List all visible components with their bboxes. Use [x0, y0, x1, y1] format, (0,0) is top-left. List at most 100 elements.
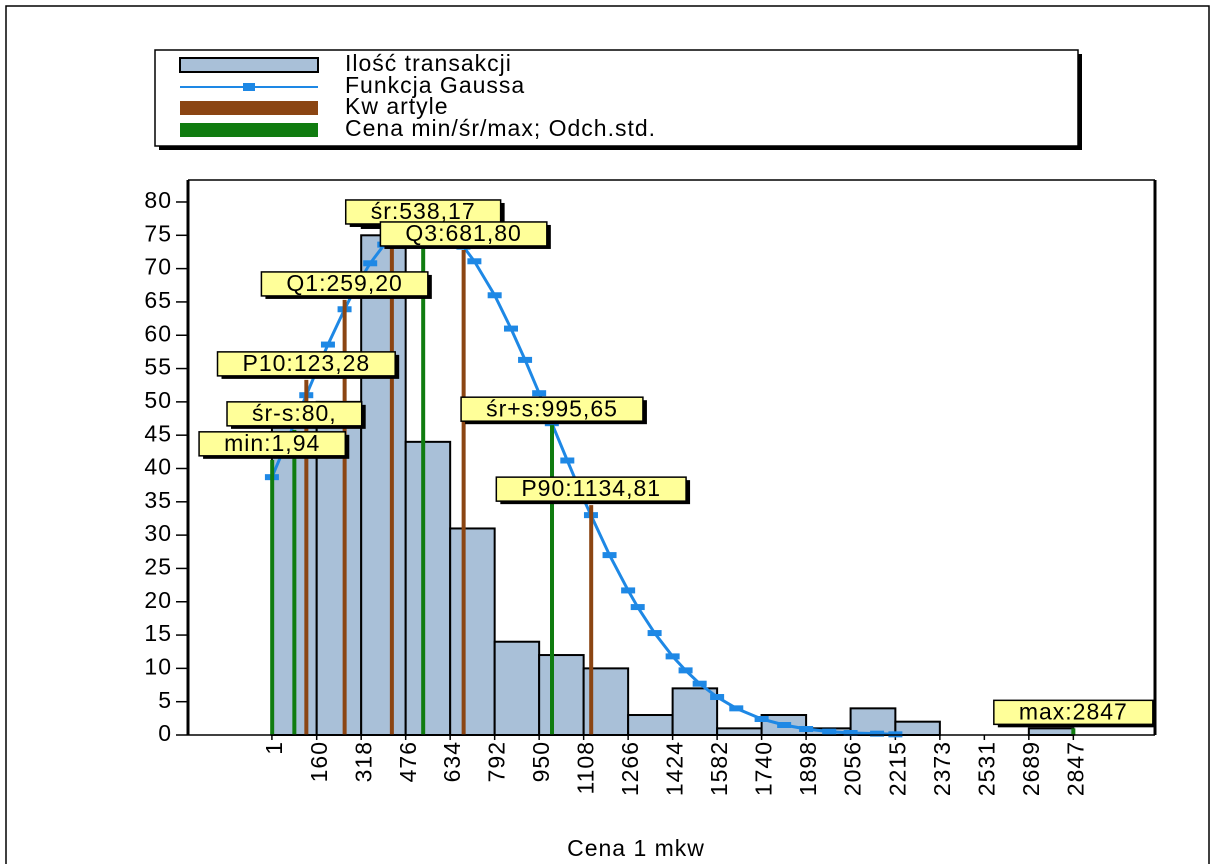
gauss-point: [630, 604, 645, 611]
gauss-point: [799, 726, 814, 733]
x-axis-title: Cena 1 mkw: [567, 835, 705, 861]
x-tick-label: 160: [306, 741, 332, 782]
y-tick-label: 30: [144, 520, 172, 546]
label-box: [198, 431, 347, 457]
frame: [5, 5, 1210, 864]
gauss-point: [692, 680, 707, 687]
marker-label-text: max:2847: [1019, 698, 1128, 724]
marker-label: śr+s:995,65: [460, 395, 647, 425]
marker-label-text: P10:123,28: [243, 350, 371, 376]
legend-swatch: [243, 83, 255, 91]
y-tick-label: 60: [144, 320, 172, 346]
x-tick-label: 1740: [751, 741, 777, 796]
legend-swatch: [180, 123, 318, 137]
label-box: [379, 221, 548, 247]
legend-swatch: [180, 101, 318, 115]
x-tick-label: 950: [528, 741, 554, 782]
x-tick-label: 2215: [884, 741, 910, 796]
marker-label-text: śr-s:80,: [252, 400, 337, 426]
gauss-point: [518, 356, 533, 363]
bar: [671, 687, 719, 736]
bar: [449, 527, 496, 737]
x-tick-label: 2689: [1018, 741, 1044, 796]
x-tick-label: 1424: [662, 741, 688, 796]
marker-label-text: P90:1134,81: [521, 475, 661, 501]
x-tick-label: 1266: [617, 741, 643, 796]
marker-label: P90:1134,81: [495, 475, 691, 505]
x-tick-label: 1108: [573, 741, 599, 794]
legend-label: Kw artyle: [345, 93, 449, 119]
gauss-point: [602, 552, 617, 559]
x-tick-label: 2847: [1062, 741, 1088, 796]
legend-swatch: [179, 57, 319, 73]
gauss-point: [487, 292, 502, 299]
x-tick-label: 476: [395, 741, 421, 782]
gauss-point: [467, 258, 482, 265]
bar: [716, 727, 763, 737]
marker-label-text: min:1,94: [224, 430, 320, 456]
legend-label: Funkcja Gaussa: [345, 72, 525, 98]
marker-label: Q3:681,80: [379, 220, 551, 249]
x-tick-label: 2373: [929, 741, 955, 796]
bar: [627, 714, 674, 737]
gauss-point: [560, 457, 575, 464]
gauss-point: [320, 341, 335, 348]
gauss-point: [754, 716, 769, 723]
label-box: [495, 476, 687, 502]
bar: [538, 654, 585, 737]
label-box: [226, 401, 363, 427]
marker-label-text: Q3:681,80: [405, 220, 521, 246]
x-tick-label: 634: [439, 741, 465, 782]
bar: [493, 640, 541, 737]
x-tick-label: 2531: [973, 741, 999, 796]
gauss-point: [621, 587, 636, 594]
y-tick-label: 25: [144, 554, 172, 580]
y-tick-label: 50: [144, 387, 172, 413]
bar: [404, 440, 452, 736]
bar: [1027, 727, 1075, 737]
gauss-point: [647, 630, 662, 637]
y-tick-label: 5: [158, 687, 172, 713]
gauss-point: [843, 730, 858, 737]
marker-label-text: śr:538,17: [371, 198, 476, 224]
bar: [360, 234, 407, 737]
y-tick-label: 15: [144, 620, 172, 646]
gauss-point: [532, 390, 547, 397]
gauss-point: [777, 722, 792, 729]
y-tick-label: 75: [144, 220, 172, 246]
gauss-point: [710, 694, 725, 701]
y-tick-label: 65: [144, 287, 172, 313]
y-tick-label: 80: [144, 187, 172, 213]
marker-label: min:1,94: [198, 430, 350, 459]
label-box: [216, 351, 396, 377]
marker-label: P10:123,28: [216, 350, 400, 379]
gauss-point: [870, 730, 885, 737]
y-tick-label: 20: [144, 587, 172, 613]
y-tick-label: 10: [144, 653, 172, 679]
x-tick-label: 1898: [795, 741, 821, 796]
legend-label: Cena min/śr/max; Odch.std.: [345, 115, 656, 141]
y-tick-label: 35: [144, 487, 172, 513]
x-tick-label: 318: [350, 741, 376, 782]
x-tick-label: 1: [261, 741, 287, 755]
label-box: [344, 199, 502, 225]
y-tick-label: 45: [144, 420, 172, 446]
y-tick-label: 55: [144, 354, 172, 380]
gauss-point: [678, 667, 693, 674]
marker-label: Q1:259,20: [260, 270, 432, 299]
gauss-point: [503, 325, 518, 332]
annotations: min:1,94śr-s:80,P10:123,28Q1:259,20mśr:5…: [198, 198, 1155, 735]
marker-label: max:2847: [993, 698, 1155, 728]
y-tick-label: 40: [144, 454, 172, 480]
bar: [849, 707, 897, 737]
marker-label-text: Q1:259,20: [286, 270, 402, 296]
gauss-point: [665, 653, 680, 660]
x-tick-label: 2056: [840, 741, 866, 796]
label-box: [993, 699, 1154, 726]
gauss-point: [822, 728, 837, 735]
label-box: [460, 396, 644, 422]
label-box: [260, 271, 429, 297]
y-tick-label: 70: [144, 254, 172, 280]
